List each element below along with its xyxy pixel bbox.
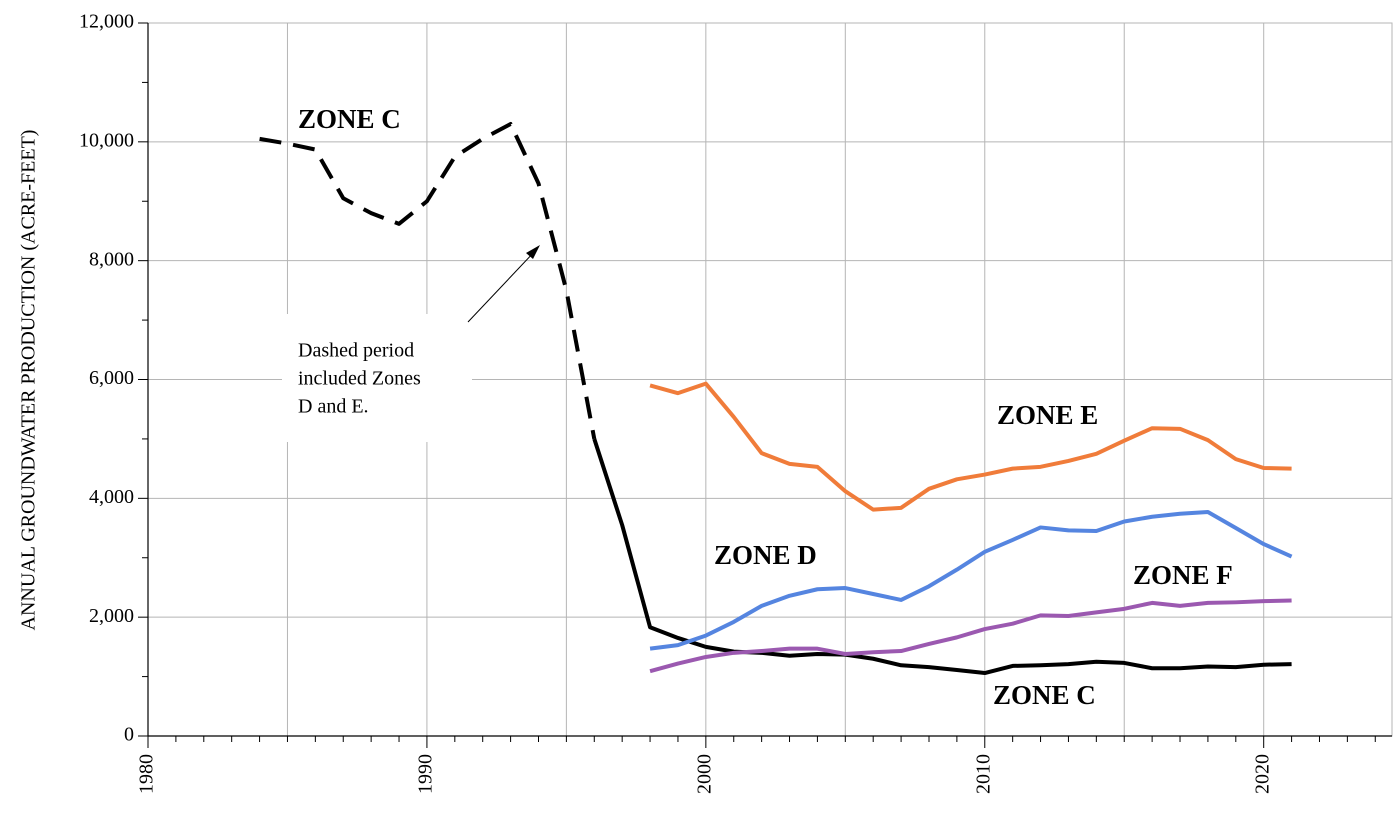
series-line bbox=[592, 438, 1292, 676]
zone-label: ZONE C bbox=[298, 104, 401, 134]
series-line bbox=[649, 381, 1292, 512]
y-tick-label: 8,000 bbox=[89, 248, 134, 270]
zone-label: ZONE D bbox=[714, 540, 817, 570]
series-line bbox=[649, 598, 1292, 674]
y-tick-label: 2,000 bbox=[89, 605, 134, 627]
series-line bbox=[259, 122, 597, 440]
y-tick-label: 12,000 bbox=[79, 11, 134, 33]
annotation-arrowhead bbox=[526, 245, 540, 259]
zone-label: ZONE C bbox=[993, 680, 1096, 710]
zone-label: ZONE F bbox=[1133, 560, 1233, 590]
annotation-text: D and E. bbox=[298, 396, 369, 418]
annotation-arrow bbox=[467, 249, 537, 323]
x-tick-label: 2000 bbox=[693, 754, 715, 794]
y-tick-label: 4,000 bbox=[89, 486, 134, 508]
y-tick-label: 10,000 bbox=[79, 129, 134, 151]
x-tick-label: 1990 bbox=[415, 754, 437, 794]
x-tick-label: 2010 bbox=[972, 754, 994, 794]
x-tick-label: 1980 bbox=[136, 754, 158, 794]
annotation-box bbox=[282, 314, 472, 442]
annotation-text: included Zones bbox=[298, 368, 421, 390]
x-tick-label: 2020 bbox=[1251, 754, 1273, 794]
series-line bbox=[649, 509, 1293, 651]
zone-label: ZONE E bbox=[997, 400, 1098, 430]
annotation-text: Dashed period bbox=[298, 340, 414, 362]
y-tick-label: 0 bbox=[124, 724, 134, 746]
y-tick-label: 6,000 bbox=[89, 367, 134, 389]
y-axis-label: ANNUAL GROUNDWATER PRODUCTION (ACRE-FEET… bbox=[18, 130, 40, 631]
